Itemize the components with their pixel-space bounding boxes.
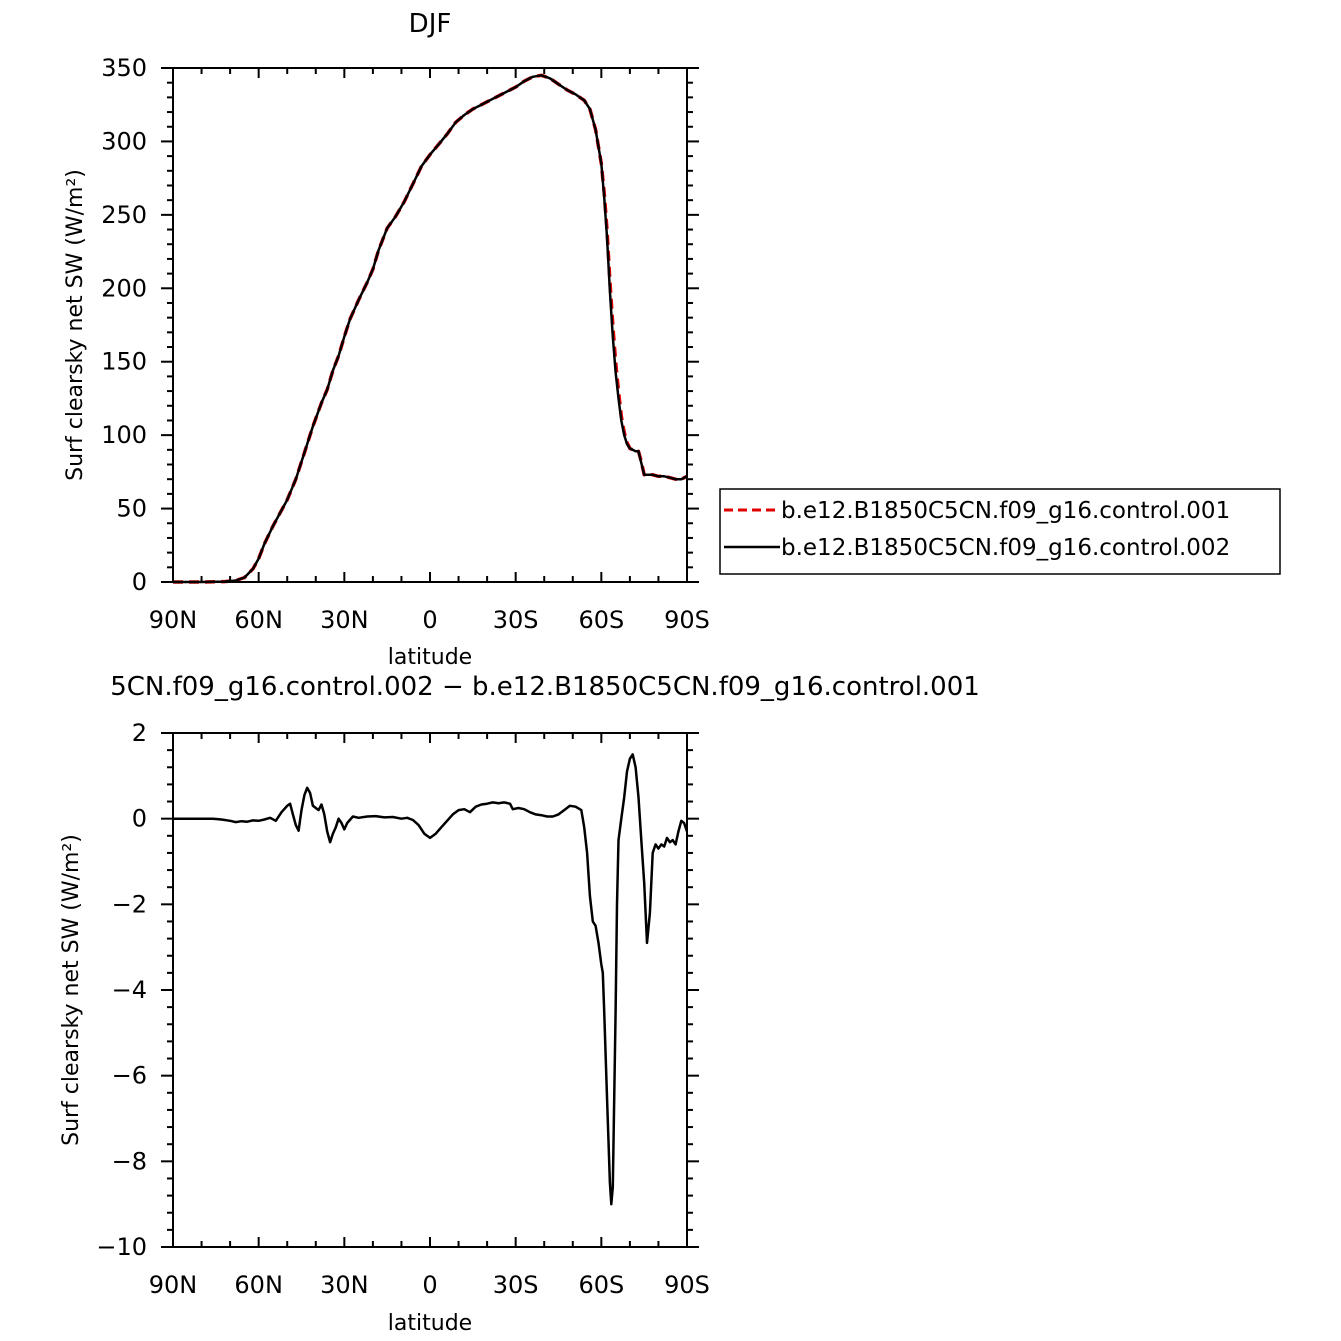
chart-title: DJF xyxy=(409,9,452,39)
y-axis-label: Surf clearsky net SW (W/m²) xyxy=(63,169,88,481)
x-tick-label: 60S xyxy=(578,1271,624,1299)
y-tick-label: −4 xyxy=(112,976,147,1004)
legend-entry: b.e12.B1850C5CN.f09_g16.control.001 xyxy=(781,498,1230,524)
y-axis-label: Surf clearsky net SW (W/m²) xyxy=(59,834,84,1146)
x-tick-label: 0 xyxy=(422,606,437,634)
y-tick-label: 350 xyxy=(101,54,147,82)
x-axis-label: latitude xyxy=(388,1311,472,1336)
x-tick-label: 30S xyxy=(493,606,539,634)
y-tick-label: 0 xyxy=(132,568,147,596)
y-tick-label: 250 xyxy=(101,201,147,229)
x-tick-label: 60N xyxy=(234,1271,283,1299)
series-line-2 xyxy=(173,74,688,584)
x-tick-label: 30S xyxy=(493,1271,539,1299)
x-tick-label: 30N xyxy=(320,606,369,634)
chart-title: 5CN.f09_g16.control.002 − b.e12.B1850C5C… xyxy=(110,672,980,702)
y-tick-label: −2 xyxy=(112,890,147,918)
legend-box xyxy=(719,488,1281,575)
x-tick-label: 60N xyxy=(234,606,283,634)
series-line-1 xyxy=(173,753,689,1206)
legend-entry: b.e12.B1850C5CN.f09_g16.control.002 xyxy=(781,535,1230,561)
y-tick-label: −10 xyxy=(96,1233,147,1261)
y-tick-label: 200 xyxy=(101,274,147,302)
y-tick-label: −6 xyxy=(112,1062,147,1090)
x-tick-label: 90S xyxy=(664,606,710,634)
x-tick-label: 30N xyxy=(320,1271,369,1299)
series-line-1 xyxy=(173,73,688,584)
chart-panel-1: DJF 90N 60N 30N 0 30S 60S 90S 0 50 100 150 200 250 300… xyxy=(63,9,1281,670)
x-tick-label: 90N xyxy=(149,1271,198,1299)
legend: b.e12.B1850C5CN.f09_g16.control.001 b.e12… xyxy=(719,488,1281,575)
chart-panel-2: 5CN.f09_g16.control.002 − b.e12.B1850C5C… xyxy=(59,672,980,1336)
plot-frame xyxy=(172,67,688,583)
x-axis-label: latitude xyxy=(388,645,472,670)
y-tick-label: 50 xyxy=(116,495,147,523)
y-tick-label: −8 xyxy=(112,1147,147,1175)
x-tick-label: 0 xyxy=(422,1271,437,1299)
x-tick-label: 60S xyxy=(578,606,624,634)
y-tick-label: 300 xyxy=(101,127,147,155)
y-tick-label: 2 xyxy=(132,719,147,747)
x-tick-label: 90N xyxy=(149,606,198,634)
y-tick-label: 150 xyxy=(101,348,147,376)
y-tick-label: 100 xyxy=(101,421,147,449)
y-tick-label: 0 xyxy=(132,805,147,833)
x-tick-label: 90S xyxy=(664,1271,710,1299)
